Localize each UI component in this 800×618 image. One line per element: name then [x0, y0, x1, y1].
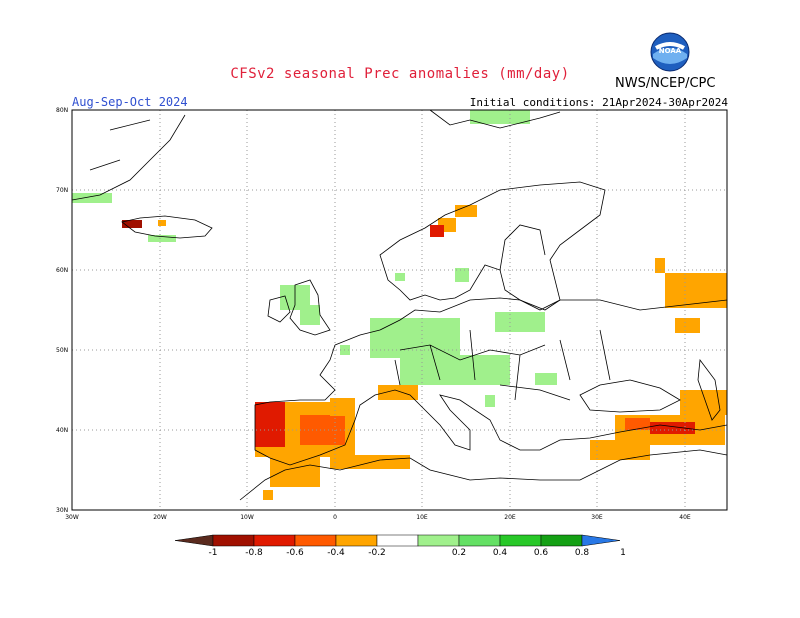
colorbar-segment — [499, 534, 542, 547]
map-frame — [71, 109, 728, 511]
initial-conditions: Initial conditions: 21Apr2024-30Apr2024 — [469, 96, 728, 109]
colorbar — [174, 534, 621, 547]
lat-tick: 80N — [56, 107, 68, 114]
coastlines — [71, 109, 728, 501]
colorbar-segment — [540, 534, 583, 547]
anomaly-cell — [148, 235, 176, 242]
colorbar-label: -1 — [208, 548, 218, 558]
anomaly-cell — [370, 318, 460, 358]
anomaly-cell — [430, 225, 444, 237]
anomaly-cell — [330, 455, 410, 469]
anomaly-cell — [330, 398, 355, 416]
anomaly-cell — [378, 385, 418, 400]
anomaly-cell — [535, 373, 557, 385]
lat-tick: 50N — [56, 347, 68, 354]
anomaly-cell — [485, 395, 495, 407]
anomaly-cell — [470, 110, 530, 124]
lon-tick: 20W — [153, 514, 167, 521]
lat-tick: 40N — [56, 427, 68, 434]
colorbar-label: 0.2 — [451, 548, 467, 558]
org-label: NWS/NCEP/CPC — [615, 76, 716, 91]
colorbar-label: -0.6 — [286, 548, 304, 558]
colorbar-label: 1 — [620, 548, 626, 558]
anomaly-cell — [495, 312, 545, 332]
colorbar-segment — [294, 534, 337, 547]
anomaly-cell — [455, 205, 477, 217]
lat-tick: 70N — [56, 187, 68, 194]
colorbar-label: -0.2 — [368, 548, 386, 558]
colorbar-segment — [335, 534, 378, 547]
anomaly-cell — [590, 440, 650, 460]
anomaly-cell — [300, 415, 345, 445]
anomaly-cell — [655, 258, 665, 273]
colorbar-segment — [376, 534, 419, 547]
colorbar-label: 0.6 — [533, 548, 549, 558]
anomaly-cell — [263, 490, 273, 500]
colorbar-label: -0.8 — [245, 548, 263, 558]
colorbar-segment — [212, 534, 255, 547]
anomaly-cell — [680, 390, 727, 415]
colorbar-segment — [417, 534, 460, 547]
anomaly-cell — [675, 318, 700, 333]
lon-tick: 0 — [333, 514, 337, 521]
anomaly-cell — [158, 220, 166, 226]
anomaly-cell — [625, 418, 650, 430]
lon-tick: 40E — [679, 514, 691, 521]
colorbar-segment — [458, 534, 501, 547]
anomaly-cell — [400, 355, 510, 385]
anomaly-cell — [650, 422, 695, 434]
lon-tick: 10E — [416, 514, 428, 521]
colorbar-label: 0.4 — [492, 548, 508, 558]
anomaly-cell — [665, 273, 727, 308]
lon-tick: 30W — [65, 514, 79, 521]
anomaly-cell — [255, 402, 285, 447]
noaa-logo-text: NOAA — [659, 47, 682, 55]
anomaly-cell — [395, 273, 405, 281]
colorbar-max-arrow — [581, 534, 621, 547]
anomaly-cell — [455, 268, 469, 282]
colorbar-min-arrow — [174, 534, 214, 547]
lon-tick: 10W — [240, 514, 254, 521]
colorbar-segment — [253, 534, 296, 547]
lon-tick: 30E — [591, 514, 603, 521]
lat-tick: 60N — [56, 267, 68, 274]
lon-tick: 20E — [504, 514, 516, 521]
lon-ticks: 30W 20W 10W 0 10E 20E 30E 40E — [65, 514, 691, 521]
map-title: CFSv2 seasonal Prec anomalies (mm/day) — [230, 66, 570, 82]
lat-tick: 30N — [56, 507, 68, 514]
noaa-logo: NOAA — [650, 32, 690, 72]
lat-ticks: 80N 70N 60N 50N 40N 30N — [56, 107, 68, 514]
colorbar-label: -0.4 — [327, 548, 345, 558]
graticule — [72, 110, 727, 510]
colorbar-label: 0.8 — [574, 548, 590, 558]
anomaly-cell — [270, 457, 320, 487]
anomaly-cell — [122, 220, 142, 228]
season-label: Aug-Sep-Oct 2024 — [72, 95, 188, 109]
anomaly-fill — [72, 110, 727, 500]
anomaly-cell — [72, 193, 112, 203]
anomaly-cell — [300, 305, 320, 325]
